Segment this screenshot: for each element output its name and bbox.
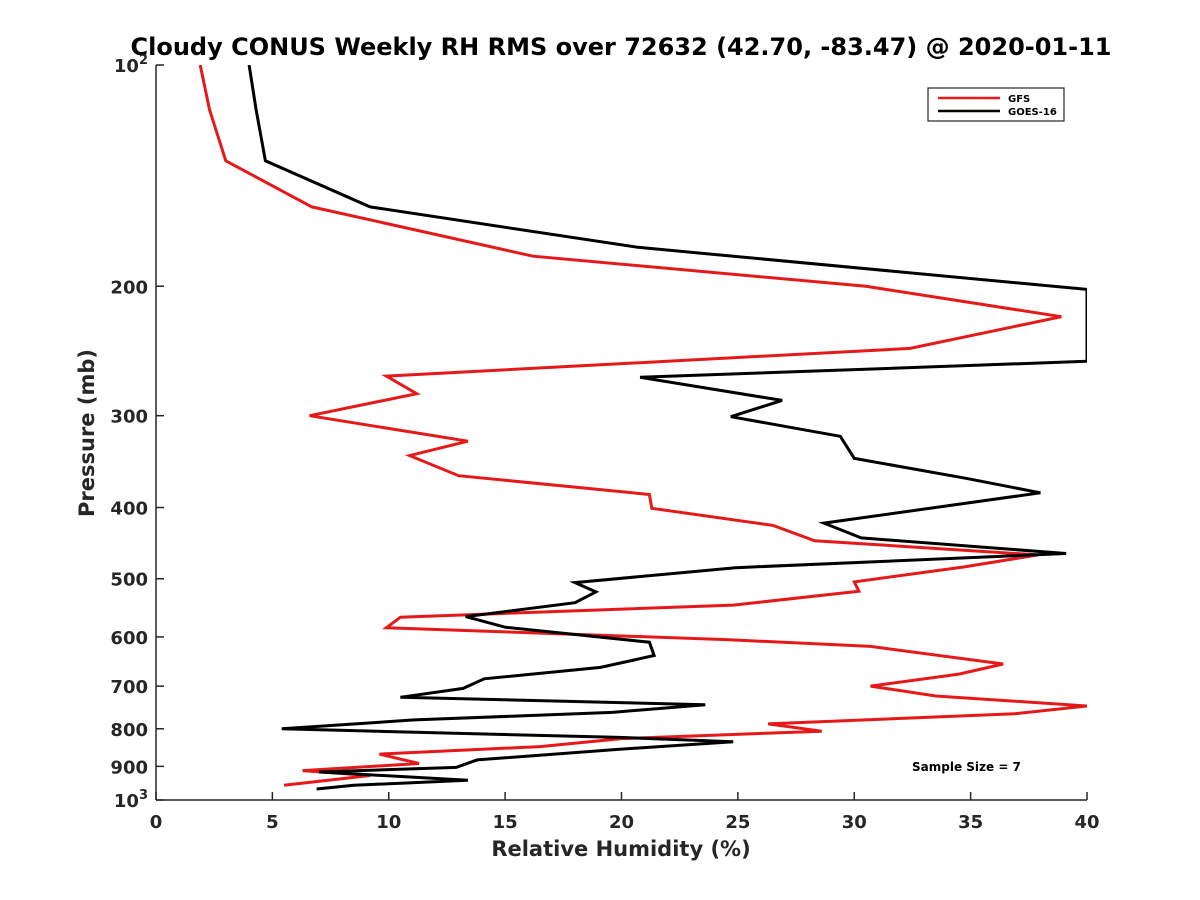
y-tick-label: 103 xyxy=(114,788,148,812)
plot-area xyxy=(198,65,1087,791)
legend-box xyxy=(927,87,1065,122)
x-tick-label: 25 xyxy=(725,812,750,833)
series-line-gfs xyxy=(198,65,1087,787)
y-tick-label: 900 xyxy=(110,757,148,778)
y-tick-label: 800 xyxy=(110,720,148,741)
y-tick-label: 700 xyxy=(110,677,148,698)
y-tick-label: 500 xyxy=(110,570,148,591)
chart-title: Cloudy CONUS Weekly RH RMS over 72632 (4… xyxy=(131,33,1112,61)
x-tick-label: 10 xyxy=(376,812,401,833)
x-tick-label: 20 xyxy=(609,812,634,833)
x-axis-label: Relative Humidity (%) xyxy=(491,837,750,861)
x-tick-label: 35 xyxy=(958,812,983,833)
x-tick-label: 15 xyxy=(493,812,518,833)
y-tick-label: 102 xyxy=(114,53,148,77)
legend: GFS GOES-16 xyxy=(927,87,1065,122)
y-tick-label: 600 xyxy=(110,628,148,649)
sample-size-annotation: Sample Size = 7 xyxy=(912,760,1021,774)
x-tick-label: 30 xyxy=(842,812,867,833)
x-tick-label: 0 xyxy=(150,812,163,833)
y-tick-label: 300 xyxy=(110,407,148,428)
x-tick-label: 5 xyxy=(266,812,279,833)
legend-label: GOES-16 xyxy=(1008,107,1057,118)
series-line-goes-16 xyxy=(247,65,1087,791)
y-tick-label: 400 xyxy=(110,499,148,520)
y-tick-label: 200 xyxy=(110,277,148,298)
axes: 0 5 10 15 20 25 30 35 40 102 200 300 400 500 600 700 800… xyxy=(110,53,1099,833)
x-tick-label: 40 xyxy=(1074,812,1099,833)
y-axis-label: Pressure (mb) xyxy=(75,349,99,517)
legend-label: GFS xyxy=(1008,94,1030,105)
